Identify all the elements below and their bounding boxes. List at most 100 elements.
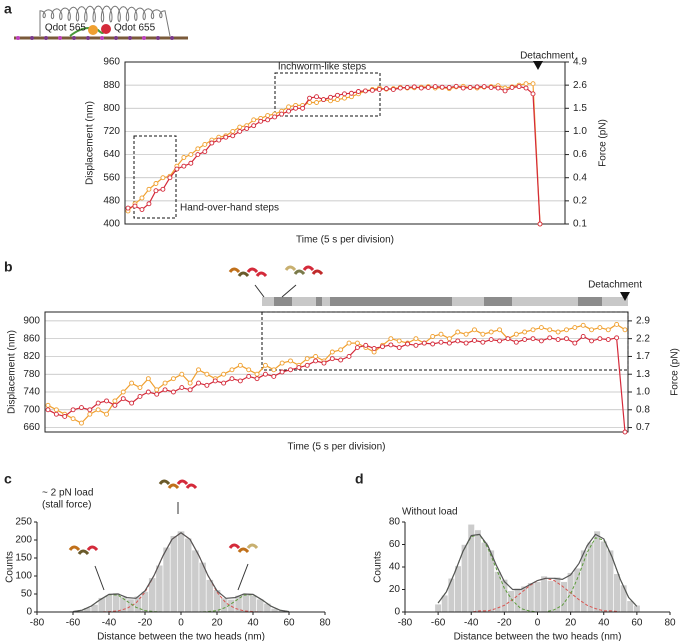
trace-point — [254, 376, 260, 382]
trace-point — [154, 387, 160, 393]
track-dot — [86, 36, 90, 40]
trace-point — [167, 175, 173, 181]
trace-point — [286, 104, 292, 110]
trace-point — [251, 117, 257, 123]
trace-point — [129, 400, 135, 406]
trace-point — [472, 337, 477, 343]
trace-point — [271, 367, 277, 373]
hist-bar — [191, 549, 200, 613]
x-tick-label: 40 — [247, 618, 259, 629]
y-axis-label: Displacement (nm) — [7, 330, 18, 414]
trace-point — [467, 85, 473, 90]
trace-point — [369, 87, 375, 93]
trace-point — [363, 342, 369, 348]
hist-bar — [467, 523, 475, 613]
y-tick-label: 80 — [389, 517, 401, 528]
plot-frame — [44, 311, 629, 433]
trace-point — [304, 356, 310, 362]
y-tick-label: 400 — [103, 219, 120, 230]
y-axis-label: Counts — [373, 551, 384, 583]
trace-point — [349, 90, 354, 96]
hist-bar — [620, 584, 628, 613]
trace-point — [153, 188, 159, 194]
trace-point — [146, 186, 152, 192]
trace-point — [62, 413, 68, 419]
trace-point — [304, 362, 310, 368]
hist-bar — [454, 565, 462, 613]
hist-bar — [184, 537, 193, 613]
hist-bar — [447, 577, 455, 613]
trace-point — [405, 341, 411, 347]
hist-bar — [162, 546, 171, 613]
trace-point — [221, 371, 227, 377]
trace-point — [538, 325, 544, 331]
detachment-marker — [620, 292, 630, 301]
trace-point — [328, 94, 333, 100]
y2-axis-label: Force (pN) — [598, 119, 609, 167]
trace-point — [455, 329, 461, 335]
trace-point — [446, 336, 452, 342]
head-cartoon — [185, 483, 198, 490]
trace-point — [216, 137, 222, 143]
state-strip — [322, 297, 330, 306]
x-tick-label: 80 — [664, 618, 676, 629]
trace-point — [463, 340, 469, 346]
x-tick-label: -40 — [464, 618, 479, 629]
trace-point — [104, 411, 109, 417]
arrow — [94, 565, 105, 591]
trace-point — [530, 81, 536, 87]
hist-bar — [613, 573, 621, 613]
trace-point — [564, 327, 569, 333]
trace-point — [230, 133, 236, 139]
x-tick-label: 40 — [598, 618, 610, 629]
trace-point — [209, 140, 215, 146]
annotation: Detachment — [588, 280, 642, 291]
y2-tick-label: 1.3 — [636, 369, 650, 380]
track-dot — [142, 36, 146, 40]
x-tick-label: 20 — [565, 618, 577, 629]
trace-point — [78, 405, 84, 411]
x-tick-label: -20 — [138, 618, 153, 629]
trace-point — [153, 181, 159, 186]
dashed-box — [274, 72, 381, 117]
trace-point — [170, 389, 176, 395]
state-strip — [274, 297, 292, 306]
trace-point — [404, 85, 410, 90]
track-dot — [128, 36, 132, 40]
y-axis-label: Displacement (nm) — [85, 101, 96, 185]
trace-point — [411, 84, 417, 90]
trace-line — [47, 335, 626, 433]
y2-tick-label: 1.0 — [636, 387, 650, 398]
trace-point — [329, 349, 335, 355]
trace-point — [202, 141, 208, 147]
state-strip — [452, 297, 484, 306]
trace-point — [187, 387, 193, 393]
trace-point — [380, 344, 385, 350]
trace-point — [314, 100, 319, 105]
trace-point — [265, 113, 271, 118]
head-cartoon — [228, 267, 241, 274]
dna-spring — [39, 5, 171, 37]
annotation: Without load — [402, 507, 458, 518]
trace-point — [362, 88, 368, 94]
trace-point — [87, 411, 93, 417]
trace-point — [223, 134, 229, 140]
head-cartoon — [77, 549, 90, 556]
trace-point — [170, 376, 176, 382]
trace-point — [246, 373, 252, 379]
trace-point — [45, 407, 51, 413]
x-tick-label: -60 — [66, 618, 81, 629]
trace-point — [137, 393, 143, 399]
y-tick-label: 40 — [389, 562, 401, 573]
trace-point — [293, 105, 299, 111]
trace-point — [460, 85, 466, 91]
trace-point — [335, 97, 340, 103]
annotation: Inchworm-like steps — [278, 62, 366, 73]
pointer — [281, 284, 297, 298]
trace-point — [286, 108, 292, 114]
trace-point — [162, 380, 168, 386]
y-tick-label: 150 — [15, 553, 32, 564]
trace-point — [288, 367, 293, 373]
trace-point — [221, 380, 227, 386]
